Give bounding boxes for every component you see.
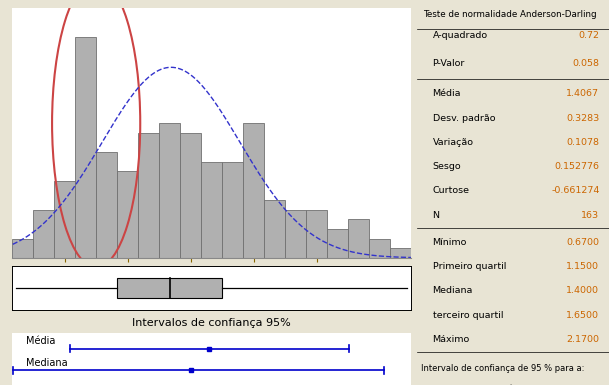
Text: P-Valor: P-Valor bbox=[432, 59, 465, 67]
Text: 1.1500: 1.1500 bbox=[566, 262, 599, 271]
Bar bbox=[12, 239, 33, 258]
Bar bbox=[306, 210, 327, 258]
Bar bbox=[222, 162, 243, 258]
Bar bbox=[96, 152, 117, 258]
Text: Variação: Variação bbox=[432, 138, 474, 147]
Bar bbox=[264, 200, 285, 258]
Text: Mediana: Mediana bbox=[26, 358, 68, 368]
Text: 0.6700: 0.6700 bbox=[566, 238, 599, 247]
Text: 0.72: 0.72 bbox=[579, 31, 599, 40]
Text: Curtose: Curtose bbox=[432, 186, 470, 195]
Bar bbox=[159, 123, 180, 258]
Text: Intervalos de confiança 95%: Intervalos de confiança 95% bbox=[132, 318, 291, 328]
Bar bbox=[348, 219, 369, 258]
Text: 0.058: 0.058 bbox=[572, 59, 599, 67]
Text: 2.1700: 2.1700 bbox=[566, 335, 599, 344]
Bar bbox=[75, 37, 96, 258]
Text: Sesgo: Sesgo bbox=[432, 162, 461, 171]
Bar bbox=[33, 210, 54, 258]
Text: A-quadrado: A-quadrado bbox=[432, 31, 488, 40]
Text: Intervalo de confiança de 95 % para a:: Intervalo de confiança de 95 % para a: bbox=[421, 364, 585, 373]
Text: 0.3283: 0.3283 bbox=[566, 114, 599, 122]
Bar bbox=[117, 278, 222, 298]
Bar bbox=[327, 229, 348, 258]
Text: 1.4000: 1.4000 bbox=[566, 286, 599, 295]
Text: Mediana: Mediana bbox=[432, 286, 473, 295]
Text: 0.152776: 0.152776 bbox=[554, 162, 599, 171]
Text: N: N bbox=[432, 211, 440, 219]
Text: 1.6500: 1.6500 bbox=[566, 311, 599, 320]
Bar bbox=[117, 171, 138, 258]
Text: Primeiro quartil: Primeiro quartil bbox=[432, 262, 506, 271]
Bar bbox=[201, 162, 222, 258]
Bar bbox=[243, 123, 264, 258]
Text: terceiro quartil: terceiro quartil bbox=[432, 311, 503, 320]
Bar bbox=[369, 239, 390, 258]
Bar bbox=[390, 248, 411, 258]
Text: Mínimo: Mínimo bbox=[432, 238, 467, 247]
Bar bbox=[138, 133, 159, 258]
Text: Teste de normalidade Anderson-Darling: Teste de normalidade Anderson-Darling bbox=[423, 10, 597, 18]
Text: Desv. padrão: Desv. padrão bbox=[432, 114, 495, 122]
Text: 1.4067: 1.4067 bbox=[566, 89, 599, 98]
Text: Média: Média bbox=[432, 89, 461, 98]
Text: 0.1078: 0.1078 bbox=[566, 138, 599, 147]
Bar bbox=[285, 210, 306, 258]
Text: 163: 163 bbox=[581, 211, 599, 219]
Text: Média: Média bbox=[26, 336, 55, 346]
Text: -0.661274: -0.661274 bbox=[551, 186, 599, 195]
Bar bbox=[54, 181, 75, 258]
Bar bbox=[180, 133, 201, 258]
Text: Máximo: Máximo bbox=[432, 335, 470, 344]
